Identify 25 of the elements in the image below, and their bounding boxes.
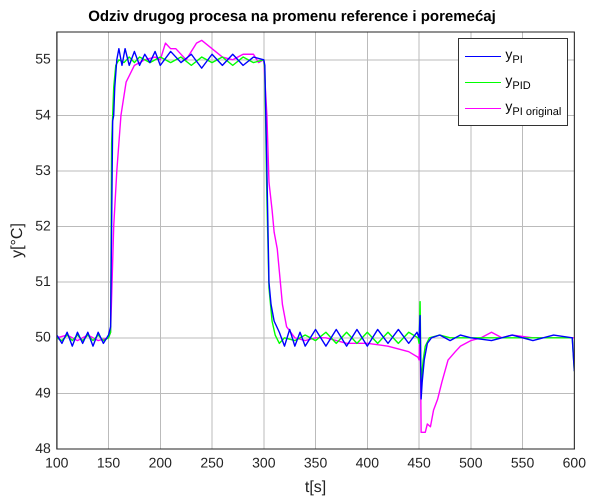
- x-tick-label: 150: [96, 454, 120, 470]
- y-axis-title: y[°C]: [9, 223, 26, 258]
- legend-label: y$_{PI}$: [505, 46, 523, 66]
- y-tick-label: 49: [35, 384, 51, 400]
- x-tick-label: 500: [459, 454, 483, 470]
- x-tick-label: 350: [304, 454, 328, 470]
- y-tick-label: 51: [35, 273, 51, 290]
- y-tick-label: 48: [35, 440, 51, 456]
- legend-label: y$_{PI original}$: [505, 98, 562, 118]
- y-tick-label: 55: [35, 50, 51, 67]
- x-tick-label: 450: [407, 454, 431, 470]
- x-tick-label: 300: [252, 454, 276, 470]
- y-tick-label: 54: [35, 106, 51, 122]
- y-tick-label: 50: [35, 328, 51, 345]
- y-tick-label: 52: [35, 217, 51, 234]
- x-tick-label: 600: [562, 454, 586, 470]
- y-tick-label: 53: [35, 162, 51, 178]
- x-tick-label: 550: [510, 454, 534, 470]
- x-tick-label: 200: [148, 454, 172, 470]
- chart-title: Odziv drugog procesa na promenu reference i poremećaj: [88, 8, 496, 26]
- x-tick-label: 400: [356, 454, 380, 470]
- legend-label: y$_{PID}$: [505, 72, 531, 92]
- x-axis-title: t[s]: [304, 478, 326, 496]
- x-tick-label: 100: [45, 454, 69, 470]
- x-tick-label: 250: [200, 454, 224, 470]
